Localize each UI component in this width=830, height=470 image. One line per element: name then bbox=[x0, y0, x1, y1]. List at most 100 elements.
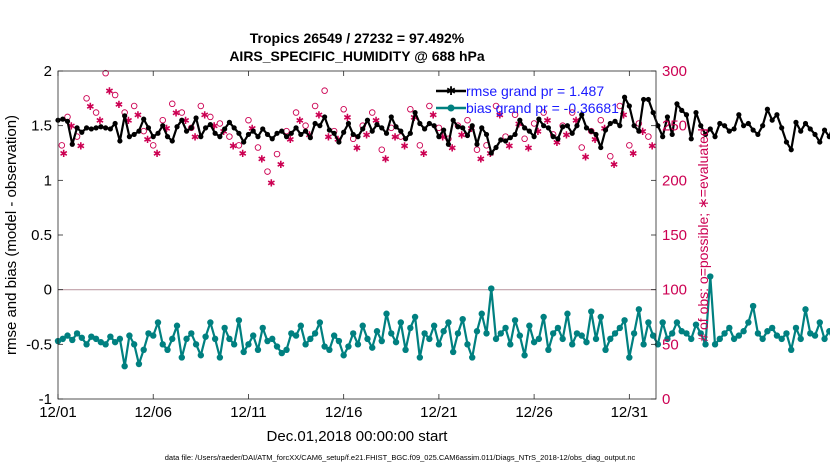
obs-possible-marker bbox=[311, 102, 319, 110]
obs-evaluated-marker: ✱ bbox=[77, 141, 85, 152]
bias-point bbox=[183, 335, 190, 343]
bias-point bbox=[668, 330, 676, 337]
bias-point bbox=[250, 332, 257, 339]
rmse-point bbox=[422, 126, 428, 132]
bias-point bbox=[126, 332, 133, 339]
legend-rmse-label: rmse grand pr = 1.487 bbox=[466, 83, 604, 99]
obs-possible-marker bbox=[188, 124, 195, 132]
bias-point bbox=[111, 338, 119, 346]
obs-evaluated-marker: ✱ bbox=[391, 133, 399, 144]
bias-point bbox=[678, 328, 685, 335]
bias-point bbox=[588, 308, 595, 315]
obs-possible-marker bbox=[254, 144, 262, 151]
rmse-point bbox=[364, 117, 371, 123]
bias-point bbox=[783, 330, 790, 337]
rmse-point bbox=[598, 144, 604, 151]
bias-point bbox=[726, 324, 733, 332]
obs-possible-marker bbox=[216, 120, 224, 127]
rmse-point bbox=[460, 125, 466, 131]
bias-point bbox=[207, 319, 214, 326]
obs-possible-marker bbox=[378, 146, 386, 153]
obs-evaluated-marker: ✱ bbox=[258, 154, 266, 165]
rmse-point bbox=[103, 125, 109, 131]
obs-evaluated-marker: ✱ bbox=[267, 179, 275, 190]
bias-point bbox=[811, 332, 819, 339]
rmse-point bbox=[131, 131, 137, 138]
obs-evaluated-marker: ✱ bbox=[638, 127, 646, 138]
rmse-point bbox=[541, 123, 547, 129]
bias-point bbox=[578, 332, 585, 339]
rmse-point bbox=[517, 117, 523, 123]
rmse-point bbox=[441, 127, 447, 133]
obs-possible-marker bbox=[321, 87, 328, 94]
bias-point bbox=[569, 341, 576, 348]
obs-possible-marker bbox=[407, 106, 414, 113]
rmse-point bbox=[621, 94, 628, 100]
y-right-axis-label: # of obs: o=possible; ∗=evaluated bbox=[695, 128, 711, 341]
bias-point bbox=[692, 321, 700, 328]
bias-point bbox=[626, 354, 633, 361]
bias-point bbox=[507, 341, 514, 348]
obs-possible-marker bbox=[302, 122, 309, 129]
obs-possible-marker bbox=[626, 142, 633, 149]
rmse-point bbox=[821, 127, 828, 133]
bias-point bbox=[235, 317, 243, 324]
obs-evaluated-marker: ✱ bbox=[629, 149, 637, 160]
bias-point bbox=[749, 302, 757, 310]
rmse-point bbox=[693, 109, 699, 116]
obs-possible-marker bbox=[169, 100, 176, 108]
obs-evaluated-marker: ✱ bbox=[315, 111, 323, 122]
rmse-point bbox=[664, 114, 671, 120]
bias-point bbox=[83, 341, 90, 348]
bias-point bbox=[773, 332, 781, 339]
bias-point bbox=[611, 330, 619, 337]
bias-point bbox=[202, 333, 209, 340]
obs-evaluated-marker: ✱ bbox=[67, 122, 75, 133]
bias-point bbox=[488, 285, 495, 292]
y-right-tick-label: 250 bbox=[662, 118, 687, 135]
y-axis-ticks: -1 -0.5 0 0.5 1 1.5 2 bbox=[26, 63, 63, 408]
rmse-point bbox=[212, 130, 218, 136]
rmse-point bbox=[322, 114, 328, 120]
bias-point bbox=[621, 317, 628, 324]
rmse-point bbox=[188, 125, 194, 131]
bias-point bbox=[59, 335, 66, 343]
bias-point bbox=[321, 343, 328, 350]
obs-possible-marker bbox=[578, 144, 585, 151]
bias-point bbox=[402, 346, 409, 353]
bias-point bbox=[540, 313, 547, 321]
rmse-point bbox=[236, 130, 242, 136]
rmse-point bbox=[588, 128, 594, 134]
bias-point bbox=[530, 338, 538, 346]
obs-evaluated-marker: ✱ bbox=[353, 144, 361, 155]
rmse-point bbox=[398, 128, 404, 134]
rmse-point bbox=[298, 131, 304, 138]
rmse-point bbox=[583, 125, 590, 131]
rmse-point bbox=[474, 141, 480, 147]
rmse-point bbox=[293, 125, 299, 131]
bias-point bbox=[649, 332, 657, 339]
obs-evaluated-marker: ✱ bbox=[381, 154, 389, 165]
bias-point bbox=[607, 335, 614, 343]
obs-possible-marker bbox=[178, 109, 186, 116]
rmse-point bbox=[569, 130, 575, 136]
rmse-point bbox=[331, 130, 337, 136]
rmse-point bbox=[741, 123, 747, 129]
bias-point bbox=[411, 313, 419, 321]
bias-point bbox=[307, 335, 314, 343]
bias-point bbox=[826, 328, 830, 335]
obs-evaluated-marker: ✱ bbox=[143, 135, 151, 146]
bias-point bbox=[359, 322, 366, 329]
bias-point bbox=[335, 337, 343, 345]
x-tick-label: 12/21 bbox=[420, 404, 458, 421]
rmse-point bbox=[774, 112, 780, 118]
rmse-point bbox=[574, 123, 580, 129]
bias-point bbox=[283, 346, 290, 353]
obs-possible-marker bbox=[597, 116, 605, 124]
bias-point bbox=[502, 324, 509, 332]
bias-point bbox=[240, 348, 247, 356]
rmse-point bbox=[498, 137, 504, 143]
obs-possible-marker bbox=[273, 150, 281, 158]
rmse-point bbox=[145, 125, 152, 131]
obs-possible-marker bbox=[83, 95, 90, 102]
